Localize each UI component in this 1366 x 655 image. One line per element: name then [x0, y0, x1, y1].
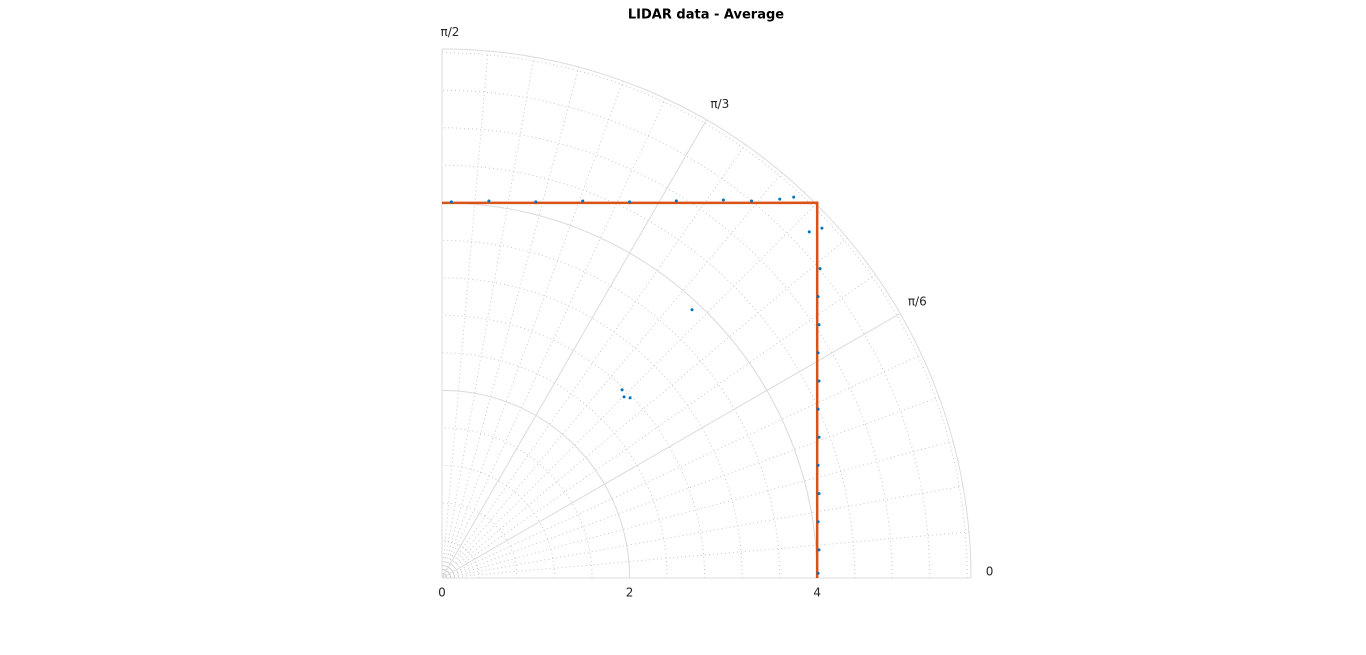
scatter-point	[818, 323, 821, 326]
theta-tick-label: π/6	[908, 295, 927, 309]
scatter-point	[808, 230, 811, 233]
minor-grid-circle	[442, 240, 780, 578]
r-tick-label: 2	[626, 586, 634, 600]
scatter-point	[818, 436, 821, 439]
minor-grid-spoke	[442, 397, 939, 578]
scatter-point	[817, 464, 820, 467]
scatter-point	[818, 492, 821, 495]
minor-grid-spoke	[442, 532, 969, 578]
minor-grid-spoke	[442, 57, 534, 578]
scatter-point	[623, 395, 626, 398]
scatter-point	[629, 396, 632, 399]
scatter-point	[820, 227, 823, 230]
scatter-point	[792, 196, 795, 199]
minor-grid-circle	[442, 203, 817, 578]
scatter-point	[817, 351, 820, 354]
minor-grid-circle	[442, 465, 555, 578]
scatter-point	[817, 572, 820, 575]
scatter-point	[450, 200, 453, 203]
minor-grid-spoke	[442, 51, 488, 578]
scatter-point	[819, 267, 822, 270]
r-tick-label: 4	[813, 586, 821, 600]
minor-grid-spoke	[442, 67, 579, 578]
scatter-point	[750, 199, 753, 202]
minor-grid-circle	[442, 353, 667, 578]
minor-grid-circle	[442, 315, 705, 578]
minor-grid-spoke	[442, 486, 963, 578]
scatter-point	[628, 200, 631, 203]
scatter-point	[534, 200, 537, 203]
minor-grid-spoke	[442, 441, 953, 578]
grid-spoke	[442, 120, 706, 578]
scatter-point	[817, 520, 820, 523]
scatter-point	[581, 199, 584, 202]
scatter-point	[487, 199, 490, 202]
scatter-point	[818, 380, 821, 383]
theta-tick-label: 0	[986, 565, 994, 579]
minor-grid-spoke	[442, 81, 623, 578]
minor-grid-spoke	[442, 204, 816, 578]
grid-spoke	[442, 313, 900, 578]
minor-grid-spoke	[442, 99, 666, 578]
grid-circle	[442, 203, 817, 578]
scatter-point	[691, 308, 694, 311]
scatter-point	[675, 199, 678, 202]
r-tick-label: 0	[438, 586, 446, 600]
minor-grid-spoke	[442, 354, 921, 578]
chart-title: LIDAR data - Average	[628, 8, 784, 23]
scatter-point	[818, 548, 821, 551]
minor-grid-circle	[442, 53, 967, 578]
scatter-point	[778, 198, 781, 201]
scatter-point	[817, 295, 820, 298]
theta-tick-label: π/2	[441, 25, 460, 39]
theta-tick-label: π/3	[710, 97, 729, 111]
scatter-point	[722, 199, 725, 202]
scatter-point	[817, 408, 820, 411]
line	[442, 203, 817, 578]
scatter-point	[621, 388, 624, 391]
